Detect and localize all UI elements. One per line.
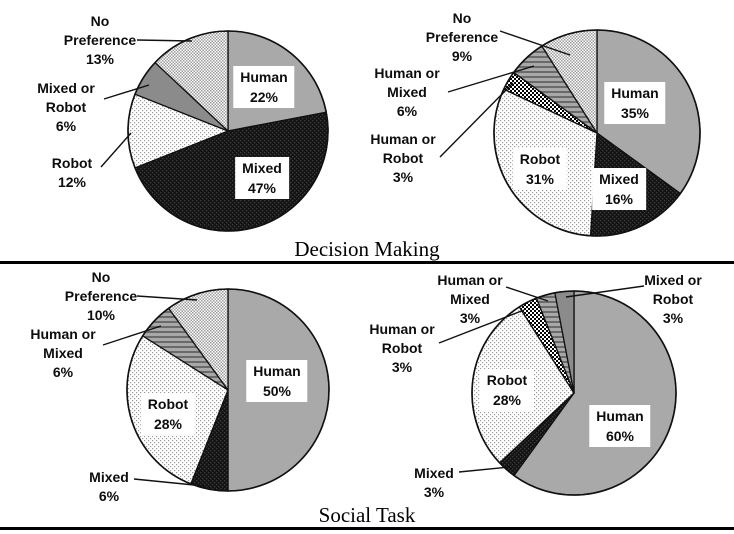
pie3-leader-line-0: [505, 286, 549, 302]
pie3-leader-line-1: [438, 309, 525, 344]
dm-right-label-human-or-robot: Human or Robot 3%: [370, 131, 436, 185]
st-right-label-robot: Robot 28%: [479, 369, 535, 411]
st-left-label-no-preference: No Preference 10%: [64, 269, 138, 323]
st-right-label-mixed-or-robot: Mixed or Robot 3%: [644, 272, 702, 326]
pie2-leader-line-1: [102, 325, 162, 346]
dm-left-label-human: Human 22%: [233, 66, 295, 108]
pie-decision-left: [127, 30, 329, 232]
pie2-outline: [126, 288, 330, 492]
st-left-label-robot: Robot 28%: [140, 393, 196, 435]
pie3-leader-line-2: [565, 285, 645, 298]
pie2-leader-line-2: [133, 478, 205, 487]
pie3-outline: [471, 290, 677, 496]
pie2-leader-line-0: [136, 295, 198, 301]
st-left-label-human: Human 50%: [246, 360, 308, 402]
dm-right-label-robot: Robot 31%: [512, 148, 568, 190]
dm-left-label-robot: Robot 12%: [51, 155, 93, 190]
dm-right-label-mixed: Mixed 16%: [592, 168, 646, 210]
st-right-label-mixed: Mixed 3%: [414, 465, 454, 500]
pie0-leader-line-0: [136, 39, 193, 42]
st-left-label-human-or-mixed: Human or Mixed 6%: [30, 326, 96, 380]
dm-right-label-human-or-mixed: Human or Mixed 6%: [374, 65, 440, 119]
st-left-label-mixed: Mixed 6%: [89, 469, 129, 504]
section-title-social-task: Social Task: [318, 503, 416, 527]
dm-right-label-no-preference: No Preference 9%: [425, 10, 499, 64]
pie1-leader-line-2: [439, 82, 514, 158]
st-right-label-human-or-robot: Human or Robot 3%: [369, 321, 435, 375]
st-right-label-human: Human 60%: [589, 405, 651, 447]
dm-right-label-human: Human 35%: [604, 82, 666, 124]
divider-social-task: [0, 527, 734, 530]
pie1-leader-line-1: [447, 65, 535, 93]
st-right-label-human-or-mixed: Human or Mixed 3%: [437, 272, 503, 326]
leader-lines: [100, 30, 645, 487]
pie0-leader-line-1: [103, 84, 150, 100]
dm-left-label-no-preference: No Preference 13%: [63, 13, 137, 67]
pie1-leader-line-0: [499, 30, 571, 56]
dm-left-label-mixed: Mixed 47%: [235, 157, 289, 199]
pie0-leader-line-2: [100, 132, 132, 168]
section-title-decision-making: Decision Making: [294, 237, 440, 261]
pie1-outline: [493, 29, 701, 237]
pie3-leader-line-3: [458, 466, 511, 473]
divider-decision-making: [0, 261, 734, 264]
dm-left-label-mixed-or-robot: Mixed or Robot 6%: [37, 80, 95, 134]
pie0-outline: [127, 30, 329, 232]
